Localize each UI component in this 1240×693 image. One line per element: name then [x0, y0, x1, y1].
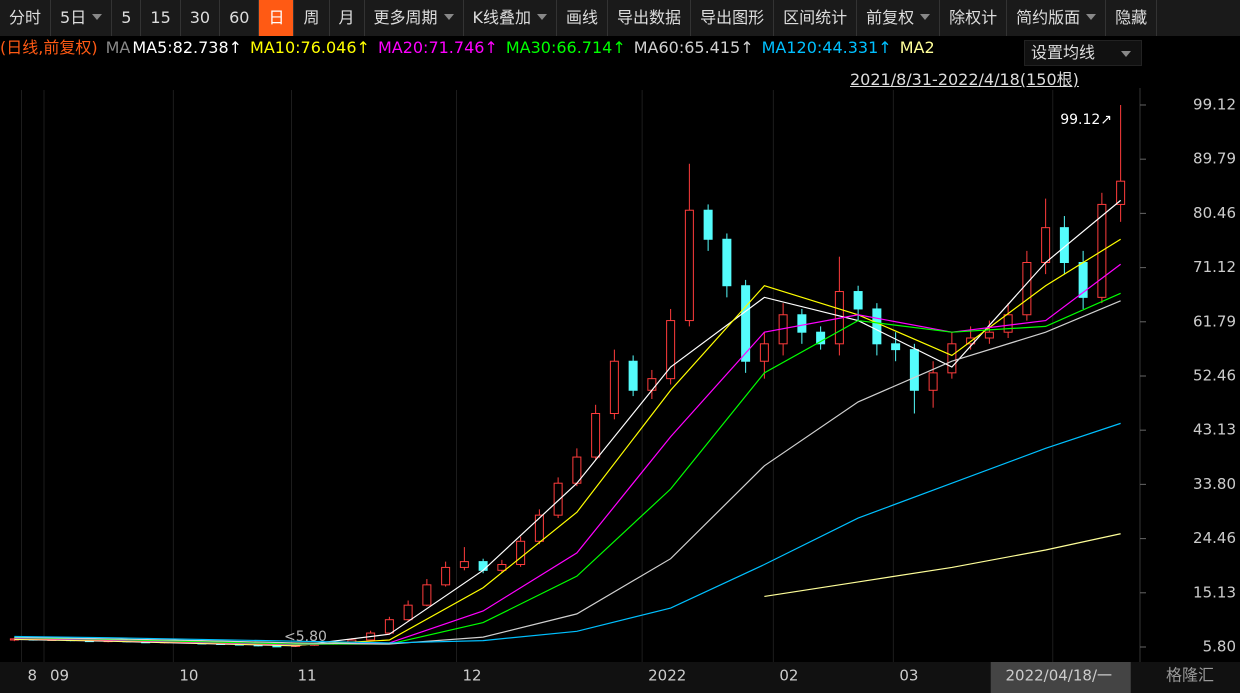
candle-body	[422, 584, 432, 606]
legend-entry: MA5:82.738↑	[132, 38, 243, 57]
toolbar-button[interactable]: 隐藏	[1106, 0, 1158, 36]
ma-settings-label: 设置均线	[1031, 43, 1096, 62]
candle-body	[1041, 227, 1051, 263]
candle-body	[891, 343, 901, 351]
y-tick-label: 33.80	[1193, 475, 1236, 493]
candle-body	[497, 564, 507, 571]
toolbar-button[interactable]: 画线	[557, 0, 609, 36]
y-tick-label: 61.79	[1193, 312, 1236, 330]
candle-body	[628, 360, 638, 391]
candle-body	[947, 343, 957, 374]
candle-body	[797, 314, 807, 333]
candle-body	[478, 561, 488, 571]
y-tick-label: 24.46	[1193, 529, 1236, 547]
toolbar-button[interactable]: K线叠加	[464, 0, 558, 36]
ma-line	[14, 263, 1121, 646]
candle-body	[703, 209, 713, 240]
legend: MA5:82.738↑ MA10:76.046↑ MA20:71.746↑ MA30:…	[132, 38, 942, 57]
max-label: 99.12↗	[1060, 112, 1112, 128]
candle-body	[553, 482, 563, 516]
candle-body	[403, 604, 413, 621]
watermark: 格隆汇	[1166, 666, 1214, 685]
toolbar-button[interactable]: 30	[181, 0, 221, 36]
candle-body	[666, 320, 676, 380]
ma-line	[14, 238, 1121, 646]
candle-body	[872, 308, 882, 345]
candle-body	[384, 619, 394, 634]
cursor-date-box	[990, 662, 1131, 693]
candle-body	[928, 372, 938, 391]
range-label[interactable]: 2021/8/31-2022/4/18(150根)	[850, 70, 1079, 89]
candle-body	[1059, 227, 1069, 263]
candle-body	[1022, 261, 1032, 316]
ma-line	[14, 292, 1121, 645]
legend-entry: MA10:76.046↑	[250, 38, 370, 57]
x-tick-label: 2022/04/18/一	[1005, 667, 1112, 685]
y-tick-label: 80.46	[1193, 204, 1236, 222]
dropdown-icon	[1121, 51, 1131, 62]
toolbar-button[interactable]: 60	[220, 0, 260, 36]
min-label: <5.80	[284, 629, 327, 645]
candle-body	[816, 331, 826, 345]
ma-line	[14, 199, 1122, 647]
legend-entry: MA2	[899, 38, 935, 57]
toolbar: 分时 5日 5 15 30 60 日周月更多周期 K线叠加 画线 导出数据 导出图形 区间统计 前复权除…	[0, 0, 1240, 36]
y-tick-label: 5.80	[1203, 637, 1236, 655]
toolbar-button[interactable]: 15	[141, 0, 181, 36]
ma-label: MA	[105, 38, 131, 57]
period-label: (日线,前复权)	[0, 38, 98, 57]
x-tick-label: 09	[50, 667, 69, 685]
y-tick-label: 89.79	[1193, 150, 1236, 168]
candle-body	[684, 209, 694, 322]
x-tick-label: 8	[28, 667, 38, 685]
toolbar-button[interactable]: 导出数据	[608, 0, 692, 36]
candle-body	[984, 331, 994, 339]
x-tick-label: 12	[463, 667, 482, 685]
candle-body	[1003, 314, 1013, 333]
toolbar-button[interactable]: 5	[112, 0, 142, 36]
ma-line	[764, 533, 1121, 598]
toolbar-button[interactable]: 5日	[51, 0, 113, 36]
legend-entry: MA20:71.746↑	[377, 38, 498, 57]
candle-body	[1116, 180, 1126, 205]
candle-body	[759, 343, 769, 362]
y-tick-label: 52.46	[1193, 366, 1236, 384]
candle-body	[516, 540, 526, 566]
candle-body	[609, 360, 619, 415]
candle-body	[741, 285, 751, 362]
toolbar-button[interactable]: 简约版面	[1007, 0, 1107, 36]
ma-line	[14, 300, 1121, 645]
x-tick-label: 03	[899, 667, 918, 685]
y-tick-label: 99.12	[1193, 95, 1236, 113]
x-tick-label: 02	[779, 667, 798, 685]
x-tick-label: 11	[298, 667, 317, 685]
candle-body	[441, 566, 451, 586]
y-tick-label: 15.13	[1193, 583, 1236, 601]
y-tick-label: 71.12	[1193, 258, 1236, 276]
ma-line	[14, 422, 1121, 644]
candle-body	[459, 561, 469, 568]
legend-entry: MA120:44.331↑	[761, 38, 892, 57]
candle-body	[909, 349, 919, 391]
toolbar-button[interactable]: 周	[294, 0, 330, 36]
ma-settings[interactable]: 设置均线	[1024, 40, 1142, 66]
candle-body	[591, 413, 601, 458]
candle-body	[534, 514, 544, 542]
toolbar-button[interactable]: 导出图形	[691, 0, 775, 36]
x-tick-label: 10	[179, 667, 198, 685]
legend-entry: MA60:65.415↑	[633, 38, 754, 57]
indicator-bar: (日线,前复权) MA MA5:82.738↑ MA10:76.046↑ MA20:71…	[0, 36, 1240, 60]
candle-body	[722, 238, 732, 287]
candle-body	[647, 378, 657, 391]
x-tick-label: 2022	[648, 667, 686, 685]
toolbar-button[interactable]: 前复权	[857, 0, 941, 36]
legend-entry: MA30:66.714↑	[505, 38, 626, 57]
candle-body	[853, 291, 863, 310]
y-tick-label: 43.13	[1193, 421, 1236, 439]
toolbar-button[interactable]: 日	[259, 0, 295, 36]
